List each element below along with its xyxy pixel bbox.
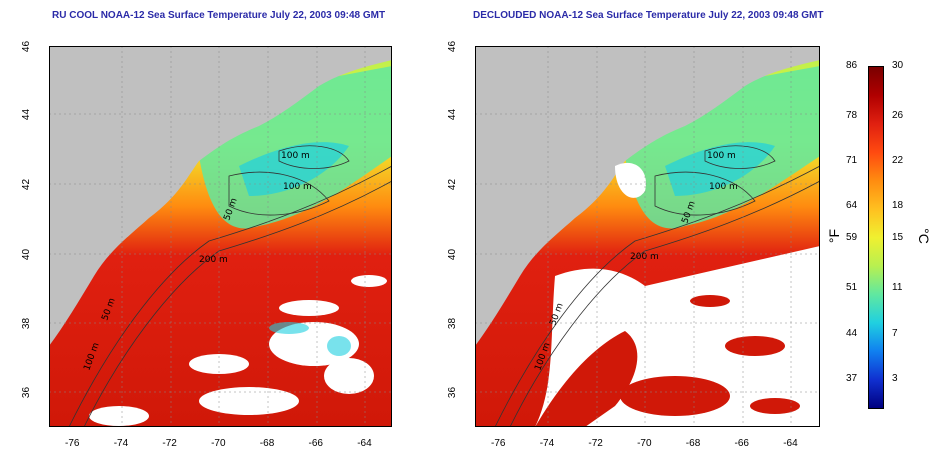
longitude-tick-label: -66 [734, 438, 749, 449]
fahrenheit-tick-label: 78 [846, 110, 858, 121]
celsius-tick-label: 18 [892, 200, 904, 211]
land-mass [49, 46, 392, 346]
latitude-tick-label: 46 [21, 40, 33, 53]
latitude-tick-label: 42 [447, 178, 459, 191]
fahrenheit-unit-label: °F [826, 228, 843, 244]
celsius-tick-label: 3 [892, 373, 898, 384]
contour-label: 200 m [630, 252, 659, 262]
latitude-tick-label: 38 [447, 317, 459, 330]
longitude-tick-label: -70 [211, 438, 226, 449]
celsius-tick-label: 22 [892, 155, 904, 166]
latitude-tick-label: 40 [447, 248, 459, 261]
longitude-tick-label: -64 [357, 438, 372, 449]
contour-label: 100 m [281, 151, 310, 161]
celsius-tick-label: 26 [892, 110, 904, 121]
contour-label: 200 m [199, 255, 228, 265]
fahrenheit-tick-label: 44 [846, 328, 858, 339]
right-sst-map: 100 m 100 m 50 m 200 m 50 m 100 m [475, 46, 820, 427]
latitude-tick-label: 44 [447, 108, 459, 121]
longitude-tick-label: -76 [491, 438, 506, 449]
longitude-tick-label: -68 [259, 438, 275, 449]
longitude-tick-label: -74 [113, 438, 129, 449]
longitude-tick-label: -68 [685, 438, 701, 449]
contour-label: 100 m [709, 182, 738, 192]
latitude-tick-label: 46 [447, 40, 459, 53]
longitude-tick-label: -74 [539, 438, 555, 449]
fahrenheit-tick-label: 64 [846, 200, 858, 211]
latitude-tick-label: 36 [21, 386, 33, 399]
left-map-title: RU COOL NOAA-12 Sea Surface Temperature … [52, 10, 386, 21]
left-sst-map: 100 m 100 m 50 m 200 m 50 m 100 m [49, 46, 392, 427]
longitude-tick-label: -66 [308, 438, 323, 449]
right-map-title: DECLOUDED NOAA-12 Sea Surface Temperatur… [473, 10, 824, 21]
fahrenheit-tick-label: 86 [846, 60, 858, 71]
contour-label: 100 m [707, 151, 736, 161]
latitude-tick-label: 44 [21, 108, 33, 121]
temperature-colorbar [868, 66, 884, 409]
latitude-tick-label: 42 [21, 178, 33, 191]
fahrenheit-tick-label: 51 [846, 282, 858, 293]
celsius-tick-label: 7 [892, 328, 898, 339]
celsius-tick-label: 30 [892, 60, 904, 71]
celsius-unit-label: °C [915, 228, 932, 244]
longitude-tick-label: -72 [162, 438, 177, 449]
latitude-tick-label: 38 [21, 317, 33, 330]
longitude-tick-label: -64 [783, 438, 798, 449]
celsius-tick-label: 15 [892, 232, 904, 243]
longitude-tick-label: -72 [588, 438, 603, 449]
latitude-tick-label: 36 [447, 386, 459, 399]
longitude-tick-label: -76 [65, 438, 80, 449]
longitude-tick-label: -70 [637, 438, 652, 449]
contour-label: 100 m [283, 182, 312, 192]
latitude-tick-label: 40 [21, 248, 33, 261]
fahrenheit-tick-label: 59 [846, 232, 858, 243]
fahrenheit-tick-label: 37 [846, 373, 858, 384]
celsius-tick-label: 11 [892, 282, 903, 293]
fahrenheit-tick-label: 71 [846, 155, 858, 166]
